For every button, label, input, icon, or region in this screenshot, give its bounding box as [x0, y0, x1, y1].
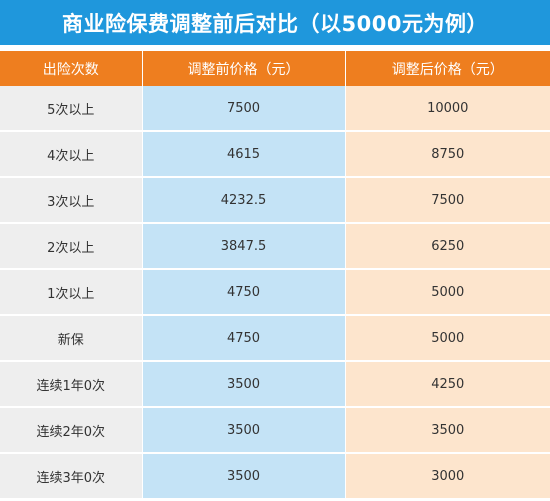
page-title: 商业险保费调整前后对比（以5000元为例） [0, 0, 550, 45]
table-body: 5次以上 7500 10000 4次以上 4615 8750 3次以上 4232.5 7500 2… [0, 86, 550, 500]
cell-price-after: 3500 [345, 407, 550, 454]
cell-price-before: 3500 [142, 453, 346, 500]
table-row: 3次以上 4232.5 7500 [0, 177, 550, 224]
premium-table: 出险次数 调整前价格（元） 调整后价格（元） 5次以上 7500 10000 4次以上… [0, 51, 550, 500]
cell-price-after: 5000 [345, 269, 550, 316]
cell-price-after: 6250 [345, 223, 550, 270]
cell-price-after: 3000 [345, 453, 550, 500]
cell-claim-times: 3次以上 [0, 177, 143, 224]
cell-claim-times: 1次以上 [0, 269, 143, 316]
header-claim-times: 出险次数 [0, 51, 143, 86]
table-row: 连续2年0次 3500 3500 [0, 407, 550, 454]
cell-price-after: 10000 [345, 86, 550, 132]
cell-price-before: 7500 [142, 86, 346, 132]
header-price-after: 调整后价格（元） [345, 51, 550, 86]
table-row: 连续3年0次 3500 3000 [0, 453, 550, 500]
cell-price-after: 5000 [345, 315, 550, 362]
table-row: 连续1年0次 3500 4250 [0, 361, 550, 408]
cell-claim-times: 连续1年0次 [0, 361, 143, 408]
cell-claim-times: 4次以上 [0, 131, 143, 178]
cell-price-before: 4615 [142, 131, 346, 178]
cell-claim-times: 5次以上 [0, 86, 143, 132]
table-row: 4次以上 4615 8750 [0, 131, 550, 178]
header-price-before: 调整前价格（元） [142, 51, 346, 86]
cell-price-after: 4250 [345, 361, 550, 408]
title-spacer [0, 45, 550, 51]
cell-price-before: 3847.5 [142, 223, 346, 270]
table-header: 出险次数 调整前价格（元） 调整后价格（元） [0, 51, 550, 86]
cell-price-before: 4232.5 [142, 177, 346, 224]
cell-price-before: 3500 [142, 407, 346, 454]
cell-claim-times: 2次以上 [0, 223, 143, 270]
cell-price-before: 3500 [142, 361, 346, 408]
cell-price-after: 8750 [345, 131, 550, 178]
cell-claim-times: 连续3年0次 [0, 453, 143, 500]
header-row: 出险次数 调整前价格（元） 调整后价格（元） [0, 51, 550, 86]
cell-claim-times: 新保 [0, 315, 143, 362]
table-row: 1次以上 4750 5000 [0, 269, 550, 316]
cell-claim-times: 连续2年0次 [0, 407, 143, 454]
table-row: 5次以上 7500 10000 [0, 86, 550, 132]
cell-price-before: 4750 [142, 269, 346, 316]
table-row: 新保 4750 5000 [0, 315, 550, 362]
table-row: 2次以上 3847.5 6250 [0, 223, 550, 270]
cell-price-after: 7500 [345, 177, 550, 224]
cell-price-before: 4750 [142, 315, 346, 362]
